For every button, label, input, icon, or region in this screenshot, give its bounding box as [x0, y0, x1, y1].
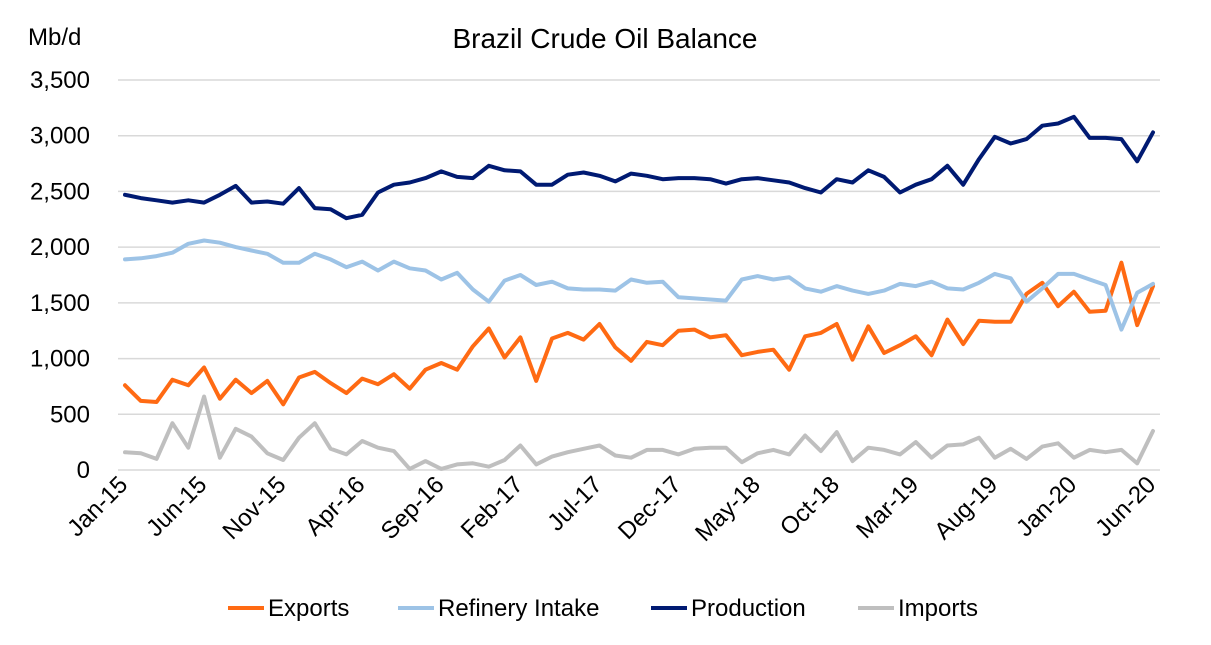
legend-label-imports: Imports — [898, 595, 978, 622]
y-tick-label: 0 — [77, 457, 90, 484]
legend-label-production: Production — [691, 595, 806, 622]
x-axis: Jan-15 Jun-15 Nov-15 Apr-16 Sep-16 Feb-17 Jul-… — [62, 469, 1161, 547]
y-tick-label: 1,500 — [30, 290, 90, 317]
legend-label-refinery-intake: Refinery Intake — [438, 595, 599, 622]
x-tick-label: Nov-15 — [218, 471, 292, 545]
x-tick-label: Mar-19 — [851, 471, 924, 544]
x-tick-label: Jan-15 — [62, 471, 133, 542]
y-tick-labels: 0 500 1,000 1,500 2,000 2,500 3,000 3,500 — [30, 67, 90, 484]
y-axis-label: Mb/d — [28, 24, 81, 51]
x-tick-label: Jan-20 — [1011, 471, 1082, 542]
y-tick-label: 500 — [50, 401, 90, 428]
x-tick-label: Apr-16 — [300, 471, 370, 541]
series-lines — [123, 114, 1155, 471]
x-tick-label: Oct-18 — [775, 471, 845, 541]
gridlines — [118, 79, 1160, 416]
x-tick-label: Jul-17 — [542, 471, 607, 536]
series-line-imports — [123, 394, 1155, 471]
series-line-production — [123, 114, 1155, 221]
y-tick-label: 1,000 — [30, 346, 90, 373]
y-tick-label: 3,500 — [30, 67, 90, 94]
series-line-refinery-intake — [123, 238, 1155, 332]
x-tick-label: Jun-15 — [141, 471, 212, 542]
y-tick-label: 3,000 — [30, 123, 90, 150]
series-line-exports — [123, 260, 1155, 407]
y-tick-label: 2,000 — [30, 234, 90, 261]
legend: Exports Refinery Intake Production Imports — [228, 595, 978, 622]
x-tick-label: May-18 — [690, 471, 766, 547]
x-tick-label: Feb-17 — [456, 471, 529, 544]
legend-label-exports: Exports — [268, 595, 349, 622]
x-tick-label: Jun-20 — [1090, 471, 1161, 542]
x-tick-label: Sep-16 — [376, 471, 450, 545]
chart-title: Brazil Crude Oil Balance — [452, 23, 757, 54]
x-tick-label: Dec-17 — [613, 471, 687, 545]
x-tick-label: Aug-19 — [929, 471, 1003, 545]
y-tick-label: 2,500 — [30, 178, 90, 205]
